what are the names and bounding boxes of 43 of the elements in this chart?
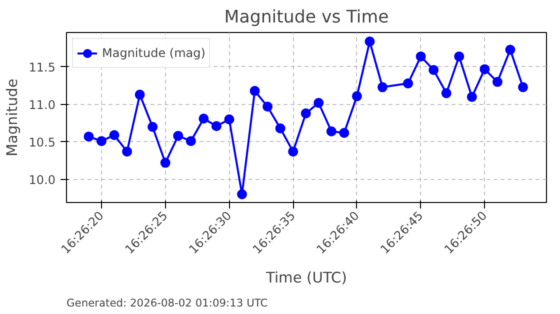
point: [466, 92, 477, 102]
x-axis-title: Time (UTC): [264, 270, 348, 287]
y-tick-label: 11.0: [28, 98, 56, 112]
point: [173, 130, 184, 141]
point: [326, 126, 336, 136]
point: [364, 36, 375, 46]
point: [377, 82, 388, 92]
point: [186, 136, 196, 146]
chart-title: Magnitude vs Time: [224, 8, 389, 28]
point: [480, 64, 490, 74]
point: [198, 114, 209, 124]
point: [211, 121, 222, 132]
point: [428, 64, 439, 75]
y-axis-title: Magnitude: [4, 78, 21, 156]
point: [352, 91, 362, 102]
point: [454, 51, 464, 62]
point: [134, 90, 145, 100]
point: [109, 130, 120, 140]
point: [96, 136, 106, 146]
point: [160, 158, 170, 168]
point: [148, 122, 158, 132]
y-tick-label: 10.0: [28, 172, 56, 187]
point: [403, 78, 414, 88]
point: [505, 44, 516, 55]
point: [275, 123, 286, 134]
text: Generated: 2026-08-02 01:09:13 UTC: [66, 296, 268, 310]
point: [492, 76, 502, 87]
legend-label: Magnitude (mag): [102, 46, 206, 60]
point: [416, 51, 426, 62]
point: [122, 146, 132, 157]
point: [224, 114, 234, 124]
point: [84, 132, 94, 142]
point: [518, 82, 528, 92]
y-tick-label: 10.5: [28, 135, 56, 150]
point: [314, 98, 324, 108]
point: [300, 108, 311, 118]
point: [236, 189, 247, 200]
point: [288, 146, 298, 157]
point: [262, 102, 273, 112]
point: [441, 88, 452, 98]
point: [250, 86, 260, 96]
y-tick-label: 11.5: [28, 60, 56, 74]
point: [339, 128, 350, 138]
